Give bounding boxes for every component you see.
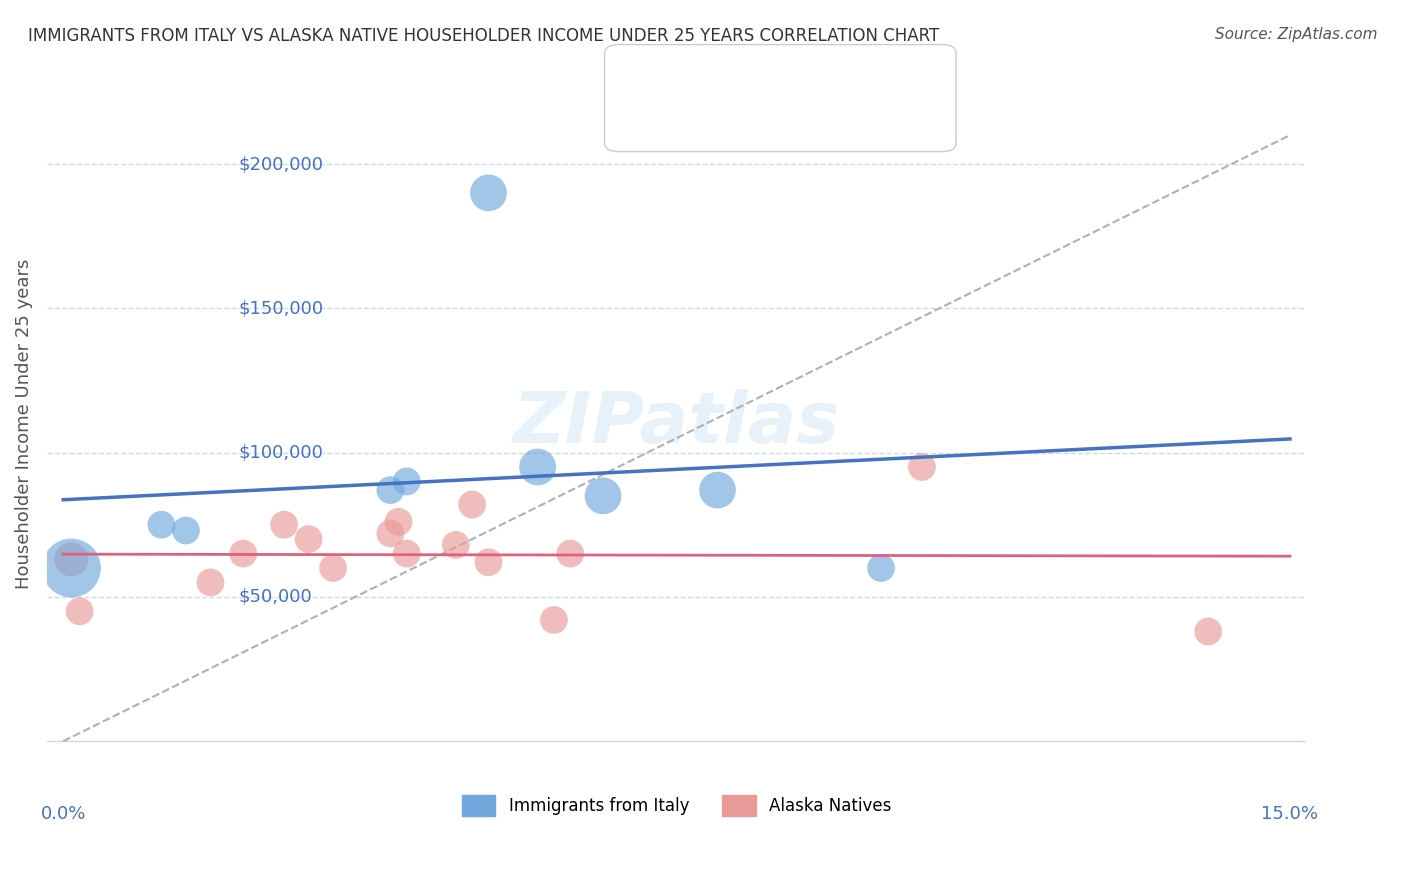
Text: $200,000: $200,000 (239, 155, 323, 173)
Point (395, 547, 418, 561)
Point (526, 460, 548, 475)
Point (477, 186, 499, 200)
Point (395, 475, 418, 489)
Text: $150,000: $150,000 (239, 300, 323, 318)
Text: R = 0.293   N = 17: R = 0.293 N = 17 (650, 106, 820, 124)
Point (273, 517, 295, 532)
Point (387, 515, 409, 529)
Point (297, 532, 319, 546)
Point (461, 498, 484, 512)
Legend: Immigrants from Italy, Alaska Natives: Immigrants from Italy, Alaska Natives (454, 787, 900, 824)
Point (380, 483, 402, 497)
Point (232, 547, 254, 561)
Point (60, 561, 83, 575)
Point (322, 561, 344, 575)
Text: $100,000: $100,000 (239, 443, 323, 461)
Point (380, 526, 402, 541)
Text: ZIPatlas: ZIPatlas (513, 389, 841, 458)
Text: $50,000: $50,000 (239, 588, 312, 606)
Text: Source: ZipAtlas.com: Source: ZipAtlas.com (1215, 27, 1378, 42)
Point (444, 538, 467, 552)
Point (200, 575, 222, 590)
Point (1197, 624, 1219, 639)
Y-axis label: Householder Income Under 25 years: Householder Income Under 25 years (15, 259, 32, 589)
Point (69, 604, 91, 618)
Point (150, 517, 173, 532)
Point (477, 555, 499, 569)
Point (870, 561, 893, 575)
Point (174, 524, 197, 538)
Point (60, 552, 83, 566)
Text: 0.0%: 0.0% (41, 805, 86, 822)
Point (560, 547, 582, 561)
Text: 15.0%: 15.0% (1261, 805, 1319, 822)
Point (911, 460, 934, 475)
Text: IMMIGRANTS FROM ITALY VS ALASKA NATIVE HOUSEHOLDER INCOME UNDER 25 YEARS CORRELA: IMMIGRANTS FROM ITALY VS ALASKA NATIVE H… (28, 27, 939, 45)
Text: R = 0.464   N = 9: R = 0.464 N = 9 (650, 68, 808, 86)
Point (706, 483, 728, 497)
Point (592, 489, 614, 503)
Point (543, 613, 565, 627)
